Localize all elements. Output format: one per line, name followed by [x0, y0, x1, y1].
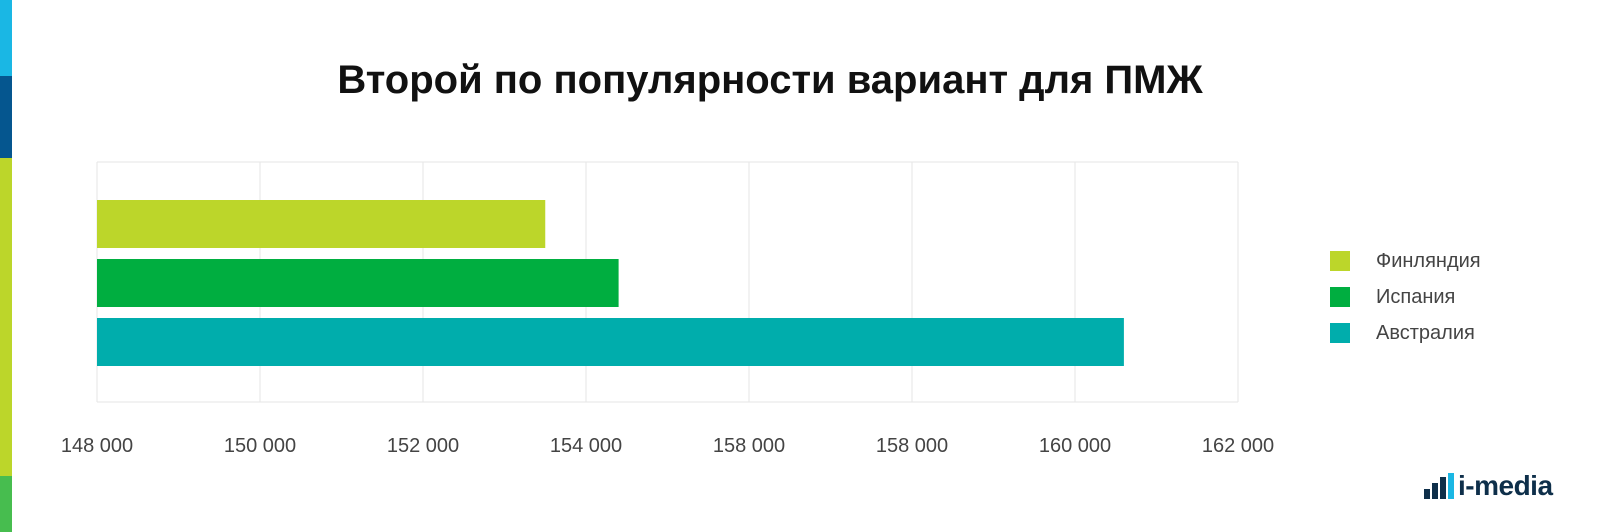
legend-item-australia: Австралия — [1330, 315, 1481, 351]
bar-1 — [97, 259, 619, 307]
stripe-segment-navy — [0, 76, 12, 158]
side-color-stripe — [0, 0, 12, 532]
legend-swatch — [1330, 251, 1350, 271]
x-tick-label: 158 000 — [876, 435, 948, 457]
x-tick-label: 148 000 — [61, 435, 133, 457]
legend-item-spain: Испания — [1330, 279, 1481, 315]
chart-title: Второй по популярности вариант для ПМЖ — [337, 58, 1203, 102]
legend-label: Испания — [1376, 285, 1456, 308]
x-tick-label: 160 000 — [1039, 435, 1111, 457]
x-tick-label: 150 000 — [224, 435, 296, 457]
stripe-segment-lime — [0, 158, 12, 476]
x-tick-label: 158 000 — [713, 435, 785, 457]
legend-swatch — [1330, 323, 1350, 343]
legend-label: Австралия — [1376, 321, 1475, 344]
imedia-logo: i-media — [1424, 470, 1553, 502]
x-tick-label: 162 000 — [1202, 435, 1274, 457]
legend-item-finland: Финляндия — [1330, 243, 1481, 279]
bar-0 — [97, 200, 546, 248]
stripe-segment-cyan — [0, 0, 12, 76]
stripe-segment-green — [0, 476, 12, 532]
legend-swatch — [1330, 287, 1350, 307]
bar-2 — [97, 318, 1124, 366]
chart-legend: Финляндия Испания Австралия — [1330, 243, 1481, 351]
x-tick-label: 152 000 — [387, 435, 459, 457]
x-tick-label: 154 000 — [550, 435, 622, 457]
legend-label: Финляндия — [1376, 249, 1481, 272]
bar-steps-icon — [1424, 473, 1454, 499]
logo-text: i-media — [1458, 470, 1553, 501]
